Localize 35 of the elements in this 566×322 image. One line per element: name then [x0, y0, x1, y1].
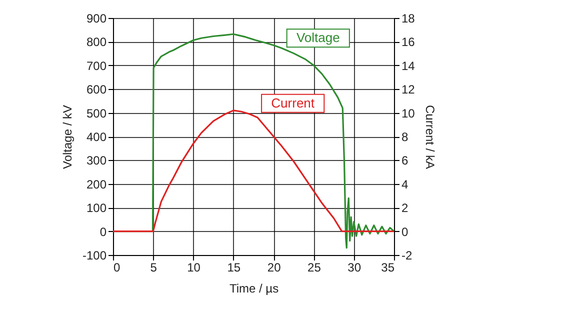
y2-tick-label: 16: [402, 35, 416, 50]
x-tick-label: 20: [267, 260, 282, 274]
y-tick-label: 100: [86, 201, 107, 216]
x-axis-title: Time / µs: [229, 282, 279, 296]
y2-tick-label: 10: [402, 106, 416, 120]
y-axis-title: Voltage / kV: [60, 104, 74, 170]
y2-tick-label: 12: [402, 82, 416, 97]
y-tick-label: 200: [86, 177, 107, 192]
y-tick-label: 300: [86, 154, 107, 168]
x-tick-label: 35: [381, 260, 395, 274]
y-tick-label: 700: [86, 58, 107, 73]
y2-tick-label: 2: [402, 201, 408, 216]
y2-tick-label: 18: [402, 12, 416, 26]
series-label: Current: [271, 95, 315, 110]
x-tick-label: 0: [114, 260, 120, 274]
series-label: Voltage: [296, 30, 340, 46]
y2-axis-title: Current / kA: [422, 104, 437, 170]
y2-tick-label: 4: [402, 177, 408, 192]
y2-tick-label: 0: [402, 224, 408, 239]
x-tick-label: 25: [308, 260, 322, 274]
y2-tick-label: -2: [402, 248, 412, 262]
x-tick-label: 15: [227, 260, 241, 274]
x-tick-label: 10: [187, 260, 201, 274]
y-tick-label: 900: [86, 12, 107, 26]
y-tick-label: -100: [82, 248, 107, 262]
y-tick-label: 500: [86, 106, 107, 120]
y-tick-label: 800: [86, 35, 107, 50]
y2-tick-label: 14: [402, 58, 416, 73]
x-tick-label: 5: [150, 260, 158, 274]
y-tick-label: 400: [86, 130, 107, 144]
y2-tick-label: 8: [402, 130, 408, 144]
x-tick-label: 30: [348, 260, 362, 274]
y-tick-label: 0: [100, 224, 107, 239]
y-tick-label: 600: [86, 82, 107, 97]
y2-tick-label: 6: [402, 154, 408, 168]
